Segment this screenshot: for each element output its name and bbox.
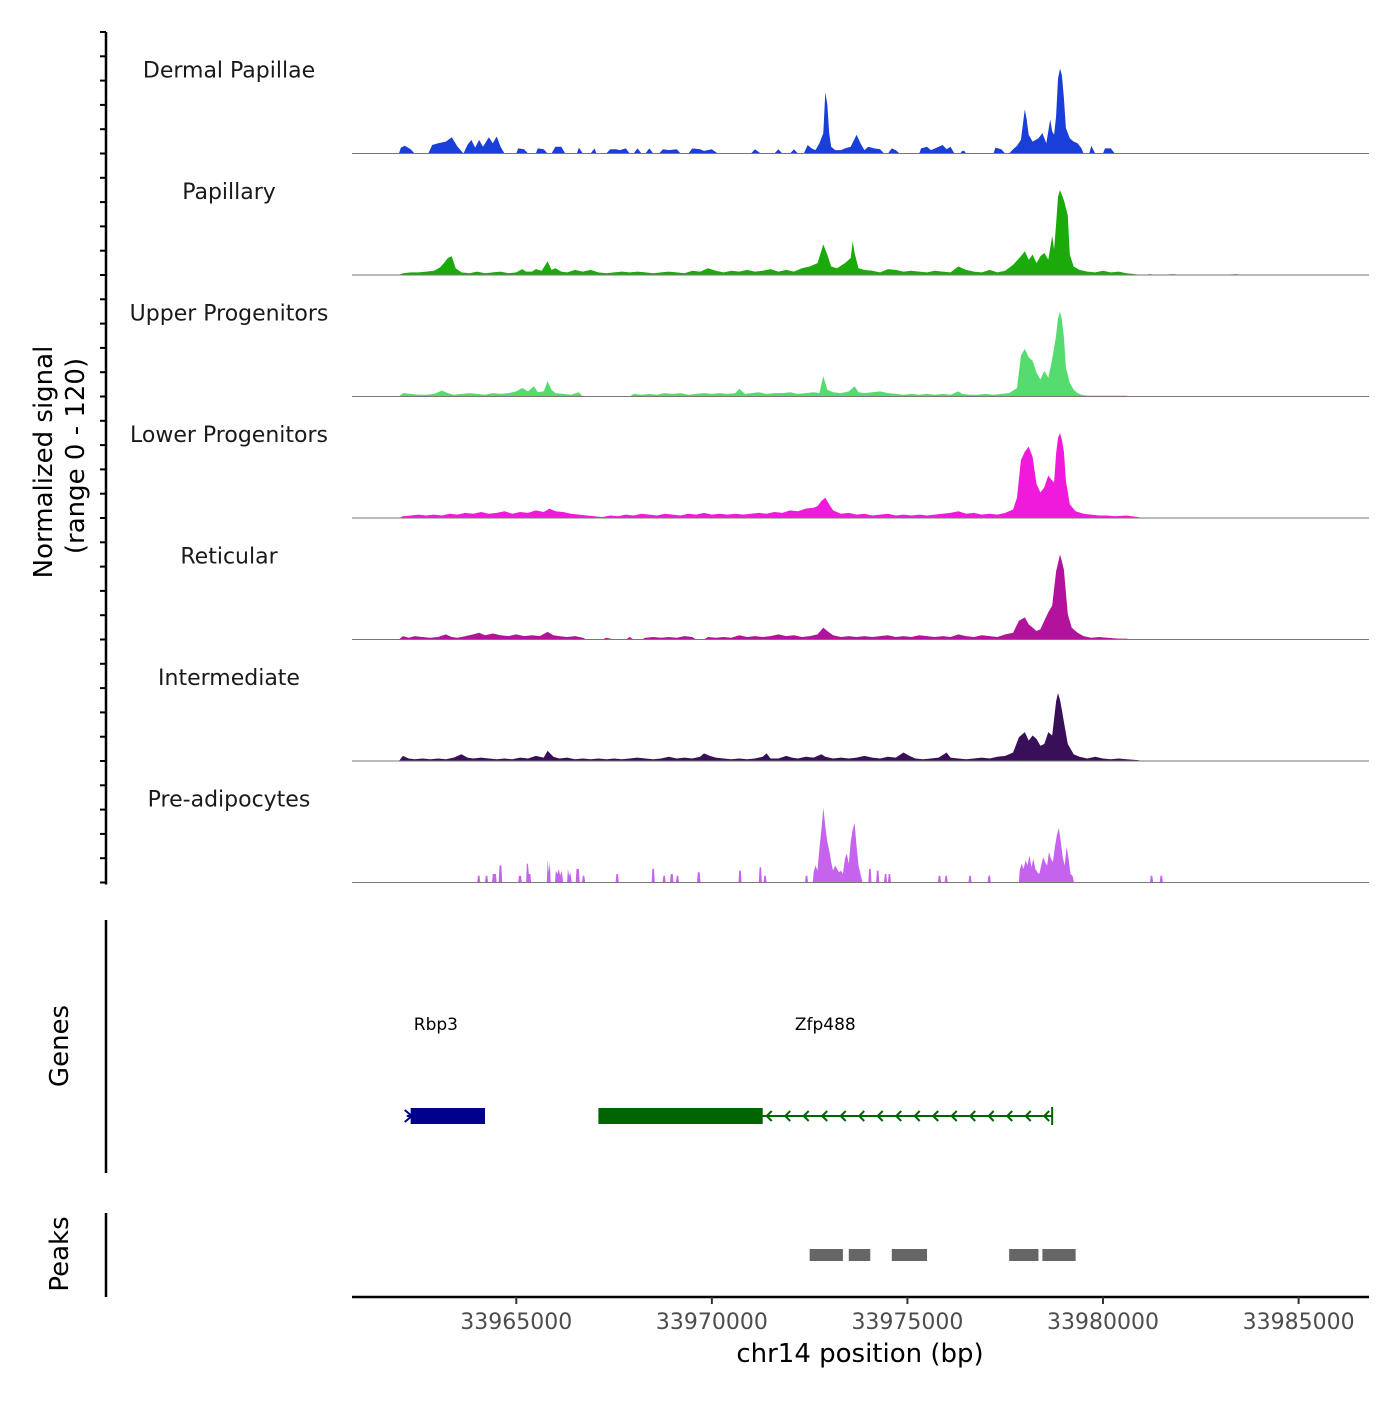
strand-arrow [1042, 1110, 1050, 1122]
peaks-axis-label: Peaks [45, 1216, 75, 1291]
strand-arrow [783, 1110, 791, 1122]
track-3: Upper Progenitors [130, 302, 1369, 397]
x-tick-label: 33985000 [1243, 1310, 1355, 1335]
strand-arrow [894, 1110, 902, 1122]
strand-arrow [968, 1110, 976, 1122]
strand-arrow [857, 1110, 865, 1122]
peak-bar [891, 1249, 927, 1261]
peak-bar [1042, 1249, 1076, 1261]
track-signal-area [398, 554, 1131, 640]
track-label: Dermal Papillae [143, 59, 315, 84]
track-1: Dermal Papillae [143, 59, 1369, 154]
strand-arrow [802, 1110, 810, 1122]
track-label: Reticular [180, 545, 278, 570]
track-label: Lower Progenitors [130, 423, 328, 448]
track-4: Lower Progenitors [130, 423, 1369, 519]
x-tick-label: 33965000 [460, 1310, 572, 1335]
strand-arrow [404, 1109, 414, 1123]
track-6: Intermediate [158, 666, 1369, 762]
strand-arrow [1024, 1110, 1032, 1122]
x-tick-label: 33980000 [1047, 1310, 1159, 1335]
y-axis-label-line1: Normalized signal [29, 346, 59, 579]
gene-label: Rbp3 [414, 1015, 458, 1035]
track-label: Papillary [182, 180, 276, 205]
track-7: Pre-adipocytes [148, 788, 1369, 883]
track-label: Upper Progenitors [130, 302, 329, 327]
strand-arrow [1005, 1110, 1013, 1122]
genes-panel: Rbp3 Zfp488 [104, 920, 1054, 1173]
signal-tracks: Dermal Papillae Papillary Upper Progenitor… [130, 59, 1369, 883]
track-label: Intermediate [158, 666, 300, 691]
genes-axis-label: Genes [45, 1005, 75, 1087]
strand-arrow [913, 1110, 921, 1122]
strand-arrow [950, 1110, 958, 1122]
x-tick-label: 33970000 [656, 1310, 768, 1335]
gene-zfp488: Zfp488 [598, 1015, 1054, 1125]
strand-arrow [765, 1110, 773, 1122]
strand-arrow [987, 1110, 995, 1122]
strand-arrow [820, 1110, 828, 1122]
peak-bar [848, 1249, 871, 1261]
track-label: Pre-adipocytes [148, 788, 311, 813]
x-axis-title: chr14 position (bp) [736, 1339, 983, 1369]
track-signal-area [398, 433, 1143, 518]
track-signal-area [477, 807, 1163, 883]
track-signal-area [398, 311, 1131, 397]
x-axis: 33965000 33970000 33975000 33980000 33985000 [352, 1295, 1369, 1335]
track-signal-area [398, 68, 1115, 154]
track-signal-area [398, 693, 1143, 761]
track-5: Reticular [180, 545, 1369, 640]
x-tick-label: 33975000 [851, 1310, 963, 1335]
y-axis-label-line2: (range 0 - 120) [61, 358, 91, 554]
gene-rbp3: Rbp3 [404, 1015, 485, 1124]
peaks-panel [104, 1213, 1076, 1297]
signal-axis-ticks [100, 31, 108, 885]
track-signal-area [398, 190, 1244, 275]
gene-exon [410, 1108, 485, 1124]
strand-arrow [839, 1110, 847, 1122]
strand-arrow [876, 1110, 884, 1122]
gene-exon [598, 1108, 763, 1124]
gene-label: Zfp488 [795, 1015, 856, 1035]
strand-arrow [931, 1110, 939, 1122]
peak-bar [809, 1249, 843, 1261]
track-2: Papillary [182, 180, 1369, 276]
peak-bar [1009, 1249, 1039, 1261]
